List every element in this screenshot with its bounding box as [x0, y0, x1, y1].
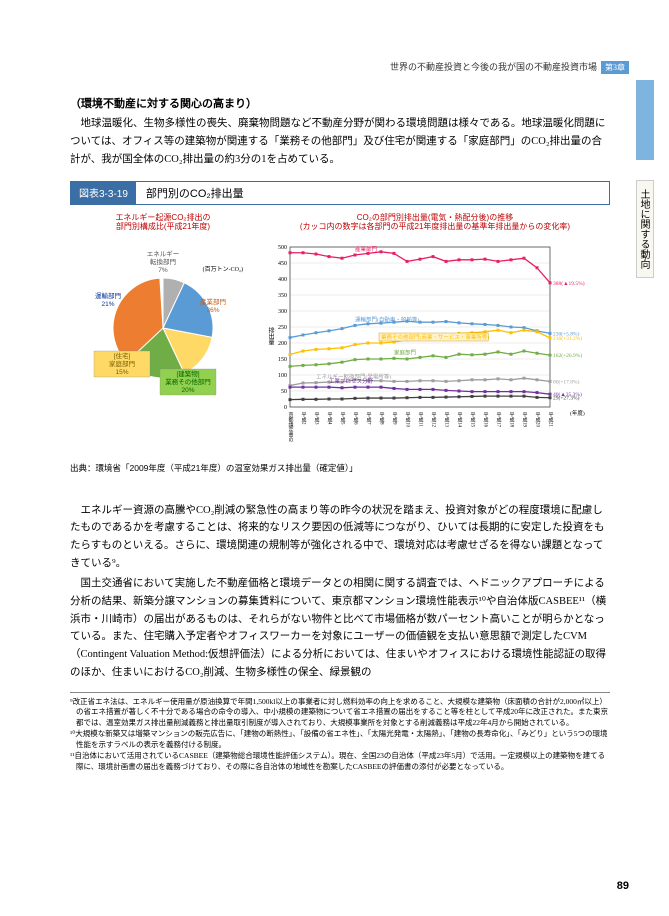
svg-text:工業プロセス分野: 工業プロセス分野 — [329, 377, 374, 385]
svg-text:400: 400 — [278, 277, 287, 283]
svg-text:平成2: 平成2 — [301, 412, 307, 425]
svg-text:平成21: 平成21 — [548, 412, 554, 428]
svg-text:排出量: 排出量 — [267, 326, 274, 346]
svg-text:500: 500 — [278, 245, 287, 251]
svg-text:業務その他部門(商業・サービス・事業所等): 業務その他部門(商業・サービス・事業所等) — [381, 333, 489, 341]
svg-text:50: 50 — [281, 389, 287, 395]
svg-text:7%: 7% — [158, 267, 168, 274]
footnotes: ⁹改正省エネ法は、エネルギー使用量が原油換算で年間1,500kl以上の事業者に対… — [70, 692, 610, 773]
svg-text:162(+26.9%): 162(+26.9%) — [553, 352, 582, 359]
svg-text:350: 350 — [278, 293, 287, 299]
svg-text:エネルギー: エネルギー — [147, 250, 180, 258]
pie-chart: エネルギー起源CO₂排出の部門別構成比(平成21年度) エネルギー転換部門7%運… — [70, 213, 256, 423]
svg-text:(年度): (年度) — [570, 409, 585, 417]
page-number: 89 — [617, 880, 629, 892]
svg-text:平成12: 平成12 — [431, 412, 437, 428]
svg-text:300: 300 — [278, 309, 287, 315]
svg-text:80(+17.8%): 80(+17.8%) — [553, 378, 580, 385]
footnote: ⁹改正省エネ法は、エネルギー使用量が原油換算で年間1,500kl以上の事業者に対… — [70, 697, 610, 729]
svg-text:平成15: 平成15 — [470, 412, 476, 428]
svg-text:運輸部門(自動車・船舶等): 運輸部門(自動車・船舶等) — [355, 315, 419, 323]
side-accent — [636, 80, 654, 160]
svg-text:150: 150 — [278, 357, 287, 363]
footnote: ¹¹自治体において活用されているCASBEE（建築物総合環境性能評価システム）。… — [70, 751, 610, 772]
svg-text:家庭部門: 家庭部門 — [109, 359, 135, 368]
side-tab: 土地に関する動向 — [636, 180, 654, 278]
svg-text:平成9: 平成9 — [392, 412, 398, 425]
svg-text:転換部門: 転換部門 — [150, 257, 176, 266]
svg-text:(百万トン-CO₂): (百万トン-CO₂) — [203, 266, 243, 273]
svg-text:216(+31.2%): 216(+31.2%) — [553, 335, 582, 342]
page-header: 世界の不動産投資と今後の我が国の不動産投資市場第3章 — [390, 60, 629, 74]
svg-text:産業部門: 産業部門 — [200, 297, 226, 306]
svg-text:36%: 36% — [206, 307, 219, 314]
svg-text:運輸部門: 運輸部門 — [95, 291, 121, 300]
svg-text:平成10: 平成10 — [405, 412, 411, 428]
footnote: ¹⁰大規模な新築又は増築マンションの販売広告に、「建物の断熱性」、「設備の省エネ… — [70, 729, 610, 750]
svg-text:[建築物]: [建築物] — [176, 369, 199, 378]
svg-text:15%: 15% — [115, 369, 128, 376]
svg-text:産業部門: 産業部門 — [355, 245, 378, 253]
svg-text:200: 200 — [278, 341, 287, 347]
svg-text:0: 0 — [284, 405, 287, 411]
svg-text:450: 450 — [278, 261, 287, 267]
paragraph-3: 国土交通省において実施した不動産価格と環境データとの相関に関する調査では、ヘドニ… — [70, 575, 610, 682]
svg-text:平成6: 平成6 — [353, 412, 359, 425]
svg-text:29(+27.3%): 29(+27.3%) — [553, 394, 580, 401]
svg-text:平成14: 平成14 — [457, 412, 463, 428]
chart-container: エネルギー起源CO₂排出の部門別構成比(平成21年度) エネルギー転換部門7%運… — [70, 213, 610, 458]
svg-text:平成5: 平成5 — [340, 412, 346, 425]
svg-text:平成13: 平成13 — [444, 412, 450, 428]
chart-source: 出典：環境省「2009年度（平成21年度）の温室効果ガス排出量（確定値）」 — [70, 462, 610, 474]
svg-text:平成7: 平成7 — [366, 412, 372, 425]
svg-text:[住宅]: [住宅] — [114, 351, 131, 360]
svg-text:家庭部門: 家庭部門 — [394, 348, 417, 356]
svg-text:388(▲19.5%): 388(▲19.5%) — [553, 280, 585, 287]
figure-number: 図表3-3-19 — [71, 182, 136, 204]
svg-text:平成3: 平成3 — [314, 412, 320, 425]
svg-text:平成17: 平成17 — [496, 412, 502, 428]
line-chart: CO₂の部門別排出量(電気・熱配分後)の推移(カッコ内の数字は各部門の平成21年… — [260, 213, 610, 443]
section-subtitle: （環境不動産に対する関心の高まり） — [70, 95, 610, 111]
paragraph-1: 地球温暖化、生物多様性の喪失、廃棄物問題など不動産分野が関わる環境問題は様々であ… — [70, 115, 610, 169]
svg-text:平成8: 平成8 — [379, 412, 385, 425]
svg-text:平成4: 平成4 — [327, 412, 333, 425]
main-content: （環境不動産に対する関心の高まり） 地球温暖化、生物多様性の喪失、廃棄物問題など… — [70, 95, 610, 773]
svg-text:21%: 21% — [101, 301, 114, 308]
svg-text:平成11: 平成11 — [418, 412, 424, 427]
svg-text:平成20: 平成20 — [535, 412, 541, 428]
svg-text:平成19: 平成19 — [522, 412, 528, 428]
svg-text:業務その他部門: 業務その他部門 — [165, 377, 211, 386]
svg-text:京都議定書の基準年: 京都議定書の基準年 — [288, 411, 294, 442]
svg-text:平成18: 平成18 — [509, 412, 515, 428]
svg-text:20%: 20% — [181, 387, 194, 394]
figure-label: 図表3-3-19 部門別のCO₂排出量 — [70, 181, 610, 205]
paragraph-2: エネルギー資源の高騰やCO₂削減の緊急性の高まり等の昨今の状況を踏まえ、投資対象… — [70, 502, 610, 573]
svg-text:平成16: 平成16 — [483, 412, 489, 428]
svg-text:250: 250 — [278, 325, 287, 331]
figure-title: 部門別のCO₂排出量 — [136, 182, 609, 204]
svg-text:100: 100 — [278, 373, 287, 379]
